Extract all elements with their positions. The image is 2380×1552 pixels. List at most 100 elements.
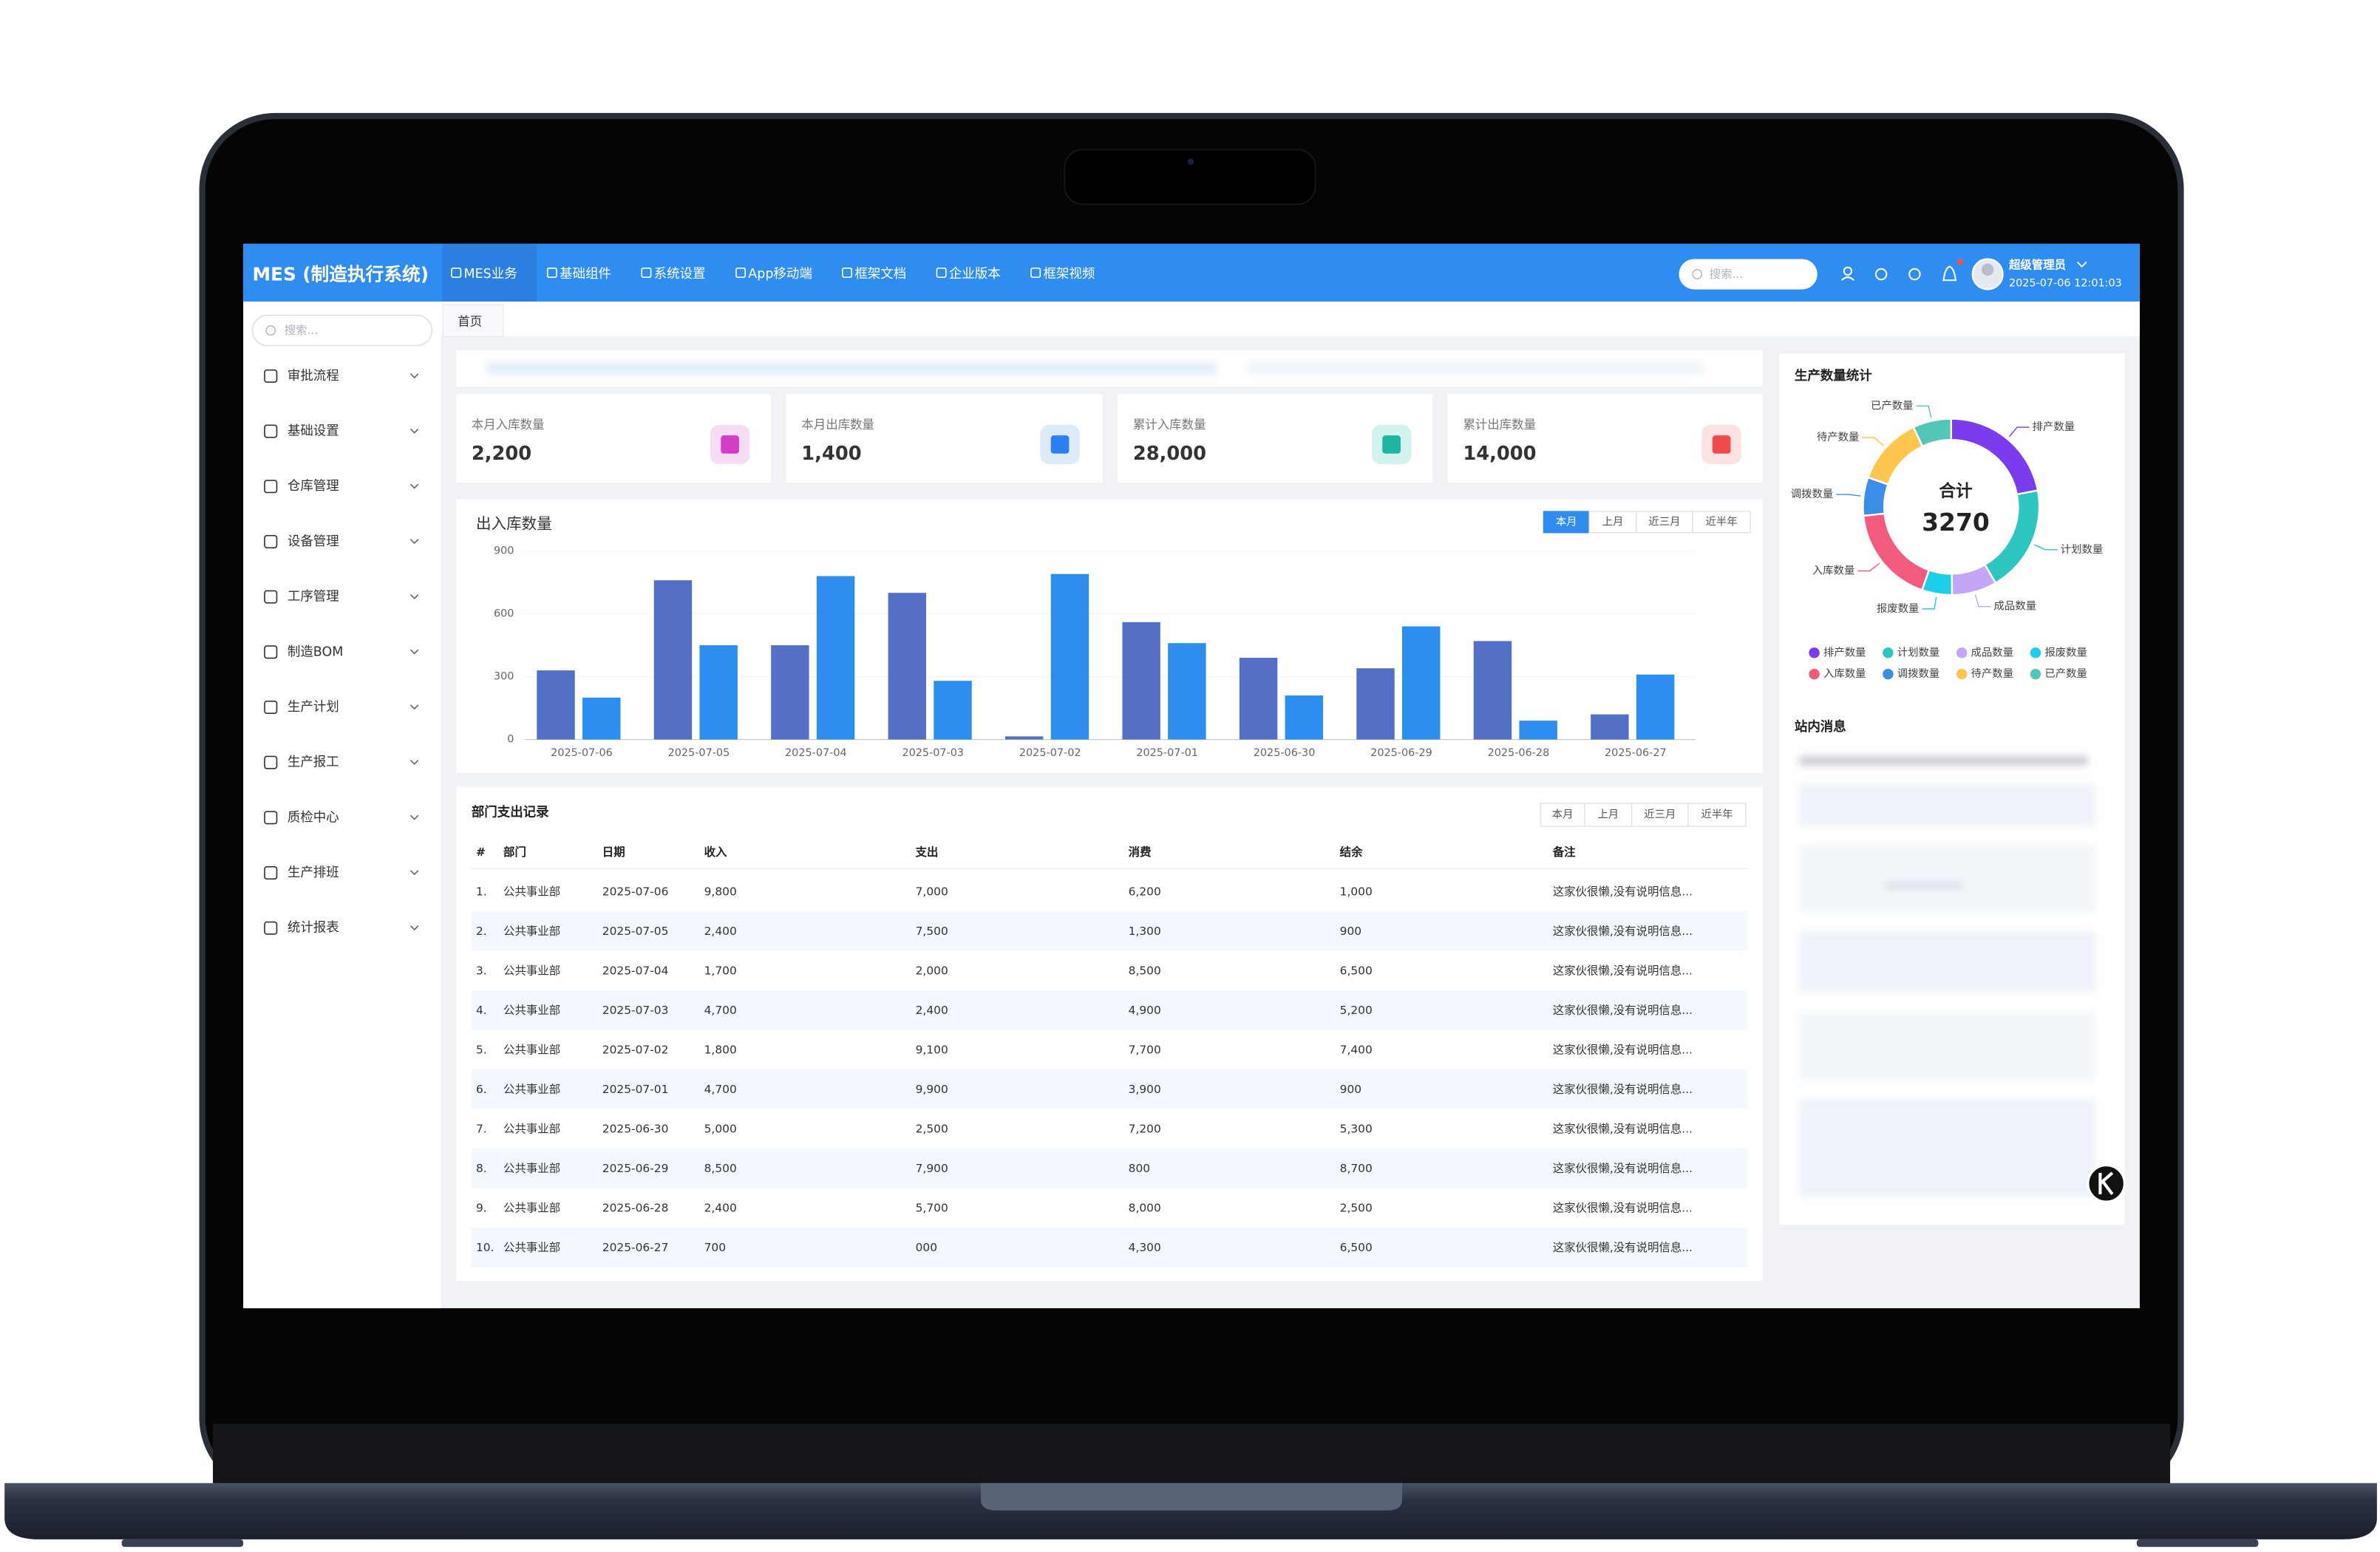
menu-icon — [264, 480, 278, 494]
badge — [1957, 259, 1964, 265]
legend-label[interactable]: 调拨数量 — [1897, 667, 1940, 680]
nav-item[interactable]: 企业版本 — [949, 267, 1001, 282]
menu-icon — [264, 590, 278, 604]
filter-button[interactable] — [1540, 803, 1585, 827]
table-cell: 2,500 — [1340, 1201, 1373, 1214]
menu-item[interactable]: 基础设置 — [288, 424, 339, 439]
table-cell: 2025-06-27 — [602, 1241, 669, 1254]
table-cell: 2,400 — [916, 1004, 948, 1017]
blur-block — [1799, 1011, 2096, 1080]
table-cell: 1,800 — [704, 1043, 737, 1056]
table-cell: 5,000 — [704, 1122, 737, 1135]
legend-label[interactable]: 待产数量 — [1971, 667, 2014, 680]
legend-swatch — [1956, 668, 1968, 680]
chart-title: 出入库数量 — [476, 514, 552, 532]
top-search[interactable] — [1679, 259, 1818, 290]
filter-button[interactable] — [1588, 511, 1637, 534]
table-cell: 公共事业部 — [503, 1004, 560, 1017]
legend-label[interactable]: 已产数量 — [2044, 667, 2087, 680]
legend-label[interactable]: 入库数量 — [1823, 667, 1866, 680]
legend-label[interactable]: 计划数量 — [1897, 646, 1940, 658]
filter-label[interactable]: 近半年 — [1706, 515, 1738, 528]
user-name[interactable]: 超级管理员 — [2008, 258, 2066, 272]
x-tick-label: 2025-07-06 — [551, 747, 613, 759]
slice-label: 入库数量 — [1812, 564, 1855, 576]
table-cell: 2025-07-02 — [602, 1043, 669, 1056]
chevron — [409, 760, 419, 765]
menu-item[interactable]: 审批流程 — [288, 369, 339, 384]
chevron — [409, 925, 419, 930]
filter-label[interactable]: 近半年 — [1701, 808, 1733, 820]
menu-item[interactable]: 质检中心 — [288, 810, 339, 825]
bell-icon[interactable] — [1942, 265, 1957, 282]
filter-label[interactable]: 本月 — [1552, 808, 1574, 820]
foot — [2136, 1539, 2259, 1548]
legend-label[interactable]: 排产数量 — [1823, 646, 1866, 658]
table-cell: 8,700 — [1340, 1162, 1373, 1175]
menu-item[interactable]: 仓库管理 — [288, 479, 339, 494]
menu-item[interactable]: 工序管理 — [288, 590, 339, 605]
filter-label[interactable]: 近三月 — [1648, 515, 1680, 528]
stat-value: 1,400 — [801, 443, 861, 465]
table-title: 部门支出记录 — [472, 804, 549, 820]
table-cell: 900 — [1340, 925, 1361, 938]
filter-button[interactable] — [1584, 803, 1633, 827]
table-cell: 这家伙很懒,没有说明信息... — [1553, 885, 1693, 898]
blur-block — [1799, 844, 2096, 913]
sidebar-search[interactable] — [251, 314, 433, 347]
table-cell: 2. — [476, 925, 487, 938]
row-stripe — [471, 1228, 1748, 1267]
filter-label[interactable]: 上月 — [1597, 808, 1619, 820]
donut-center-label: 合计 — [1939, 481, 1973, 501]
leader-line — [2033, 544, 2058, 551]
table-cell: 5. — [476, 1043, 487, 1056]
bar — [1005, 736, 1044, 740]
nav-item[interactable]: 框架视频 — [1043, 267, 1095, 282]
table-cell: 5,700 — [916, 1201, 948, 1214]
user-icon-body — [1840, 276, 1854, 282]
blur-block — [1886, 882, 1962, 889]
filter-button[interactable] — [1636, 511, 1693, 534]
stat-label: 本月出库数量 — [801, 418, 874, 432]
menu-item[interactable]: 设备管理 — [288, 534, 339, 549]
menu-icon — [264, 645, 278, 659]
legend-label[interactable]: 报废数量 — [2044, 646, 2087, 658]
table-cell: 8,000 — [1129, 1201, 1161, 1214]
column-header: 支出 — [915, 845, 939, 859]
nav-item[interactable]: 基础组件 — [560, 267, 611, 282]
logo: MES (制造执行系统) — [253, 264, 429, 285]
legend-label[interactable]: 成品数量 — [1971, 646, 2014, 658]
search-placeholder: 搜索... — [285, 324, 319, 337]
power-icon[interactable] — [1908, 268, 1921, 281]
bar — [771, 645, 809, 740]
filter-label[interactable]: 近三月 — [1644, 808, 1676, 820]
menu-item[interactable]: 生产计划 — [288, 700, 339, 715]
settings-icon[interactable] — [1874, 268, 1888, 281]
table-cell: 7,900 — [916, 1162, 948, 1175]
bar — [1636, 674, 1675, 740]
filter-label[interactable]: 上月 — [1602, 515, 1624, 528]
nav-active — [442, 243, 537, 302]
tab[interactable] — [442, 304, 504, 337]
stat-icon-glyph — [1712, 435, 1731, 454]
nav-item[interactable]: App移动端 — [748, 267, 812, 282]
nav-item[interactable]: MES业务 — [464, 267, 517, 282]
legend-swatch — [1883, 668, 1894, 680]
table-cell: 700 — [704, 1241, 726, 1254]
menu-item[interactable]: 制造BOM — [288, 644, 343, 659]
blur-block — [1799, 1098, 2096, 1197]
table-cell: 4,300 — [1129, 1241, 1161, 1254]
filter-label[interactable]: 本月 — [1556, 515, 1577, 528]
filter-button[interactable] — [1687, 803, 1747, 827]
menu-item[interactable]: 统计报表 — [288, 921, 339, 936]
user-icon[interactable] — [1843, 266, 1853, 276]
tab-label[interactable]: 首页 — [458, 314, 482, 328]
donut-total: 3270 — [1922, 508, 1990, 537]
nav-item[interactable]: 框架文档 — [854, 267, 906, 282]
nav-item[interactable]: 系统设置 — [654, 267, 706, 282]
y-tick-label: 600 — [494, 608, 514, 620]
menu-item[interactable]: 生产排班 — [288, 865, 339, 880]
filter-button[interactable] — [1631, 803, 1689, 827]
menu-item[interactable]: 生产报工 — [288, 755, 339, 770]
filter-button[interactable] — [1692, 511, 1751, 534]
